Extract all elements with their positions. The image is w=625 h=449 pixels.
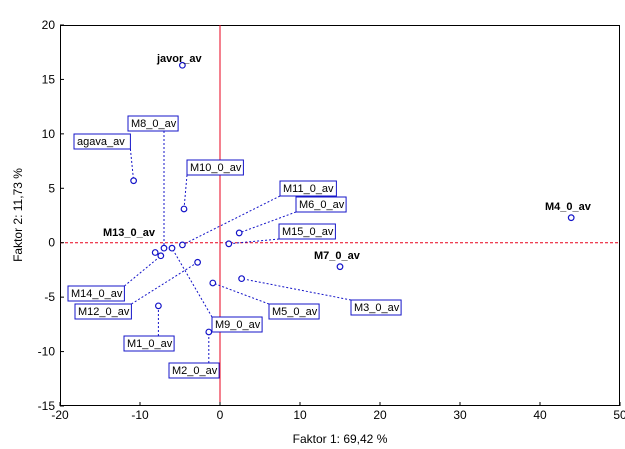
leader-line (228, 238, 280, 245)
label-box (211, 316, 263, 333)
data-points (130, 61, 575, 336)
x-tick-label: 20 (373, 408, 387, 422)
y-tick-label: 20 (42, 18, 56, 32)
data-point (205, 328, 213, 336)
leader-line (131, 261, 198, 305)
data-point (154, 302, 162, 310)
x-tick-label: 10 (293, 408, 307, 422)
data-point (238, 275, 246, 283)
label-box (74, 303, 132, 320)
x-tick-label: 30 (453, 408, 467, 422)
axis-ticks: -20 -10 0 10 20 30 40 50 -15 -10 -5 0 5 10 15 20 (38, 18, 625, 422)
label-box (127, 115, 179, 132)
y-tick-label: 15 (42, 72, 56, 86)
leader-line (212, 282, 270, 305)
data-point (235, 229, 243, 237)
data-point (168, 244, 176, 252)
data-point (178, 61, 186, 69)
data-point (160, 244, 168, 252)
point-label: M3_0_av (354, 302, 400, 314)
point-label: M2_0_av (172, 365, 218, 377)
data-point (225, 240, 233, 248)
x-tick-label: 0 (217, 408, 224, 422)
point-label: M10_0_av (190, 162, 242, 174)
point-label: M13_0_av (103, 227, 156, 239)
point-labels: javor_av agava_av M8_0_av M10_0_av M11_0_av M… (67, 53, 592, 379)
label-box (123, 335, 175, 352)
point-label: M6_0_av (299, 199, 345, 211)
label-box (168, 362, 220, 379)
point-label: M14_0_av (71, 288, 123, 300)
y-tick-label: -5 (44, 290, 55, 304)
label-box (186, 159, 244, 176)
leader-line (183, 174, 188, 210)
leader-line (129, 148, 135, 181)
y-tick-label: -10 (38, 345, 56, 359)
data-point (336, 263, 344, 271)
x-axis-label: Faktor 1: 69,42 % (293, 432, 388, 446)
y-tick-label: -15 (38, 399, 56, 413)
x-tick-label: 50 (613, 408, 625, 422)
data-point (180, 205, 188, 213)
point-label: M7_0_av (314, 250, 361, 262)
point-label: agava_av (77, 136, 125, 148)
leader-line (171, 247, 213, 318)
y-tick-label: 0 (48, 236, 55, 250)
data-point (157, 252, 165, 260)
reference-lines (60, 25, 620, 406)
data-point (194, 258, 202, 266)
point-label: M5_0_av (272, 306, 318, 318)
label-box (278, 223, 336, 240)
label-box (67, 285, 125, 302)
x-tick-label: -10 (131, 408, 149, 422)
point-label: M9_0_av (215, 319, 261, 331)
x-tick-label: -20 (51, 408, 69, 422)
point-label: M11_0_av (283, 183, 334, 195)
leader-line (241, 278, 352, 301)
data-point (130, 177, 138, 185)
x-tick-label: 40 (533, 408, 547, 422)
label-box (268, 303, 320, 320)
data-point (151, 249, 159, 256)
y-tick-label: 10 (42, 127, 56, 141)
y-tick-label: 5 (48, 181, 55, 195)
label-box (73, 133, 131, 150)
data-point (209, 279, 217, 287)
point-label: M8_0_av (131, 118, 177, 130)
data-point (567, 214, 575, 222)
label-box (279, 180, 337, 197)
point-label: javor_av (156, 53, 203, 65)
leader-lines (124, 131, 352, 363)
y-axis-label: Faktor 2: 11,73 % (11, 168, 25, 262)
point-label: M1_0_av (127, 338, 173, 350)
point-label: M4_0_av (545, 201, 592, 213)
label-box (295, 196, 347, 213)
label-box (350, 299, 402, 316)
data-point (178, 241, 186, 249)
point-label: M12_0_av (78, 306, 130, 318)
point-label: M15_0_av (282, 226, 334, 238)
